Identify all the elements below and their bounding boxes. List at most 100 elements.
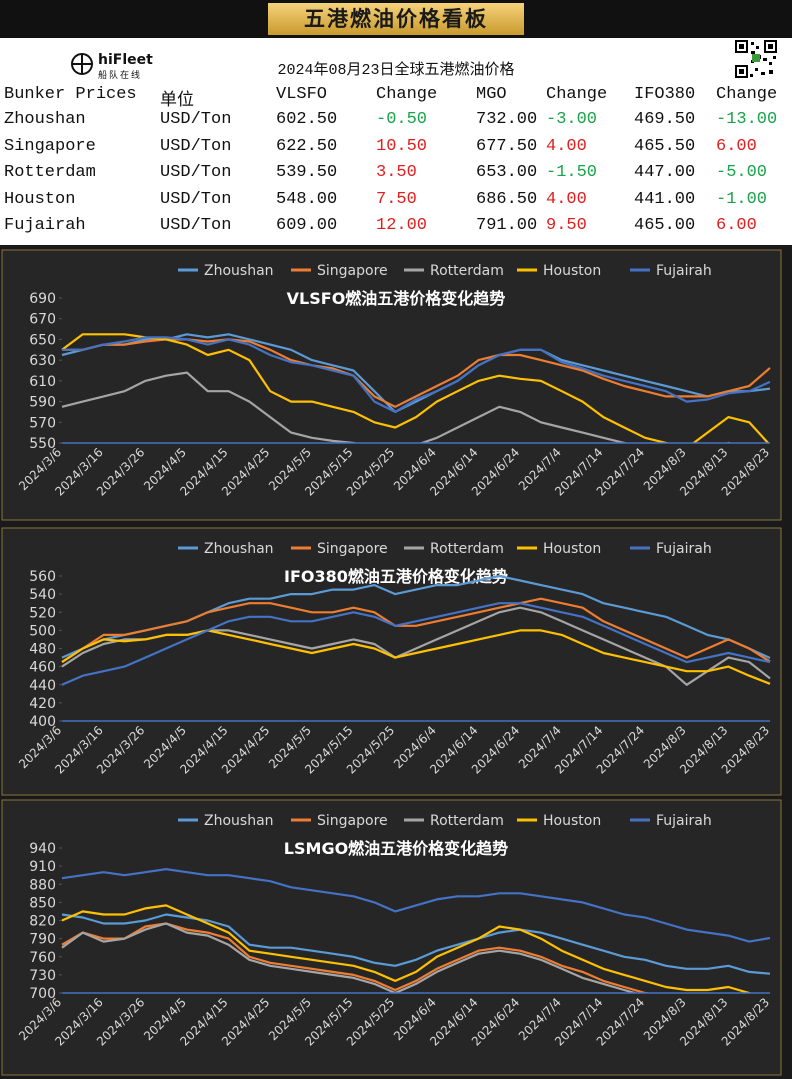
y-tick-label: 460 <box>29 660 56 676</box>
y-tick-label: 610 <box>29 374 56 390</box>
table-cell: -1.00 <box>716 189 768 209</box>
table-title: 2024年08月23日全球五港燃油价格 <box>277 62 515 79</box>
table-cell: 单位 <box>160 92 194 111</box>
legend-label: Fujairah <box>656 813 712 829</box>
price-table: hiFleet 船队在线 2024年08月23日全球五港燃油价格 Bunker … <box>0 38 792 245</box>
table-cell: Change <box>376 85 438 104</box>
plot-area <box>61 333 771 443</box>
series-line <box>61 333 770 443</box>
table-cell: 4.00 <box>546 189 587 209</box>
table-cell: 465.00 <box>634 216 696 235</box>
y-tick-label: 670 <box>29 312 56 328</box>
logo-icon <box>71 53 93 75</box>
y-tick-label: 560 <box>29 569 56 585</box>
table-cell: 10.50 <box>376 136 428 156</box>
table-cell: -3.00 <box>546 110 598 129</box>
legend-label: Houston <box>543 541 601 557</box>
legend-label: Rotterdam <box>430 813 504 829</box>
table-cell: 609.00 <box>276 216 338 235</box>
y-tick-label: 590 <box>29 395 56 411</box>
y-tick-label: 630 <box>29 353 56 369</box>
table-cell: Bunker Prices <box>4 85 137 104</box>
table-cell: 441.00 <box>634 189 696 209</box>
table-cell: -0.50 <box>376 110 428 129</box>
table-cell: Zhoushan <box>4 110 86 129</box>
logo: hiFleet 船队在线 <box>70 52 160 82</box>
legend-label: Zhoushan <box>204 813 274 829</box>
y-tick-label: 700 <box>29 986 56 1002</box>
y-tick-label: 420 <box>29 696 56 712</box>
chart-title: IFO380燃油五港价格变化趋势 <box>284 567 508 586</box>
table-cell: 465.50 <box>634 136 696 156</box>
series-line <box>61 868 771 943</box>
series-line <box>61 371 733 443</box>
chart-panel <box>1 249 782 521</box>
chart-panel <box>1 799 782 1076</box>
legend-label: Singapore <box>317 263 388 279</box>
legend-label: Houston <box>543 263 601 279</box>
y-tick-label: 730 <box>29 968 56 984</box>
series-line <box>61 913 771 975</box>
series-line <box>61 922 653 993</box>
legend-label: Rotterdam <box>430 263 504 279</box>
y-tick-label: 940 <box>29 841 56 857</box>
table-cell: USD/Ton <box>160 216 232 235</box>
table-cell: USD/Ton <box>160 189 232 209</box>
table-cell: -1.50 <box>546 163 598 182</box>
table-cell: USD/Ton <box>160 163 232 182</box>
y-tick-label: 690 <box>29 291 56 307</box>
table-cell: 3.50 <box>376 163 417 182</box>
logo-text: hiFleet <box>98 52 153 68</box>
y-tick-label: 550 <box>29 436 56 452</box>
page-title: 五港燃油价格看板 <box>268 3 524 35</box>
legend-label: Houston <box>543 813 601 829</box>
y-tick-label: 760 <box>29 950 56 966</box>
series-line <box>61 904 753 993</box>
table-cell: 791.00 <box>476 216 538 235</box>
chart-title: VLSFO燃油五港价格变化趋势 <box>287 289 506 308</box>
legend-label: Fujairah <box>656 263 712 279</box>
table-cell: IFO380 <box>634 85 696 104</box>
y-tick-label: 520 <box>29 605 56 621</box>
y-tick-label: 650 <box>29 332 56 348</box>
chart-title: LSMGO燃油五港价格变化趋势 <box>284 839 508 858</box>
y-tick-label: 500 <box>29 623 56 639</box>
table-cell: 12.00 <box>376 216 428 235</box>
table-cell: 548.00 <box>276 189 338 209</box>
table-cell: Change <box>716 85 778 104</box>
banner: 五港燃油价格看板 <box>0 0 792 38</box>
table-cell: -5.00 <box>716 163 768 182</box>
legend-label: Zhoushan <box>204 541 274 557</box>
series-line <box>62 336 771 413</box>
table-cell: USD/Ton <box>160 136 232 156</box>
plot-area <box>61 868 771 993</box>
table-cell: 6.00 <box>716 216 757 235</box>
chart-panel <box>1 527 782 796</box>
table-cell: VLSFO <box>276 85 328 104</box>
legend-label: Zhoushan <box>204 263 274 279</box>
table-cell: USD/Ton <box>160 110 232 129</box>
y-tick-label: 570 <box>29 415 56 431</box>
y-tick-label: 820 <box>29 914 56 930</box>
table-cell: Change <box>546 85 608 104</box>
legend-label: Rotterdam <box>430 541 504 557</box>
table-cell: 469.50 <box>634 110 696 129</box>
table-cell: 539.50 <box>276 163 338 182</box>
table-cell: -13.00 <box>716 110 778 129</box>
table-cell: 9.50 <box>546 216 587 235</box>
y-tick-label: 910 <box>29 859 56 875</box>
table-cell: Rotterdam <box>4 163 96 182</box>
table-cell: 686.50 <box>476 189 538 209</box>
table-cell: Singapore <box>4 136 96 156</box>
legend-label: Singapore <box>317 813 388 829</box>
series-line <box>61 333 771 413</box>
series-line <box>61 629 771 685</box>
y-tick-label: 540 <box>29 587 56 603</box>
table-cell: 732.00 <box>476 110 538 129</box>
plot-area <box>61 574 771 686</box>
table-cell: 7.50 <box>376 189 417 209</box>
series-line <box>61 602 771 686</box>
series-line <box>61 597 771 664</box>
y-tick-label: 790 <box>29 932 56 948</box>
